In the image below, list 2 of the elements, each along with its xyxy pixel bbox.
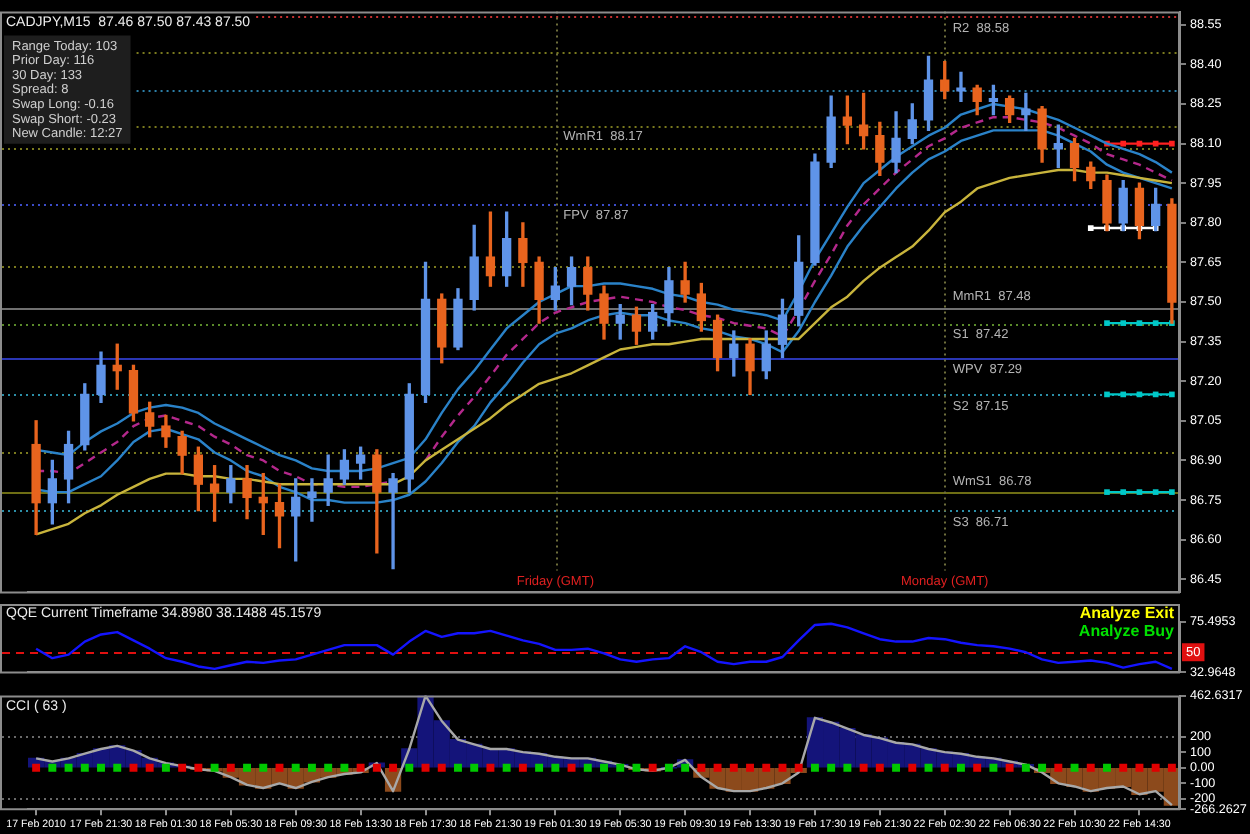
annotation: Analyze Buy (1078, 622, 1176, 641)
annotation: Analyze Exit (1079, 604, 1175, 623)
